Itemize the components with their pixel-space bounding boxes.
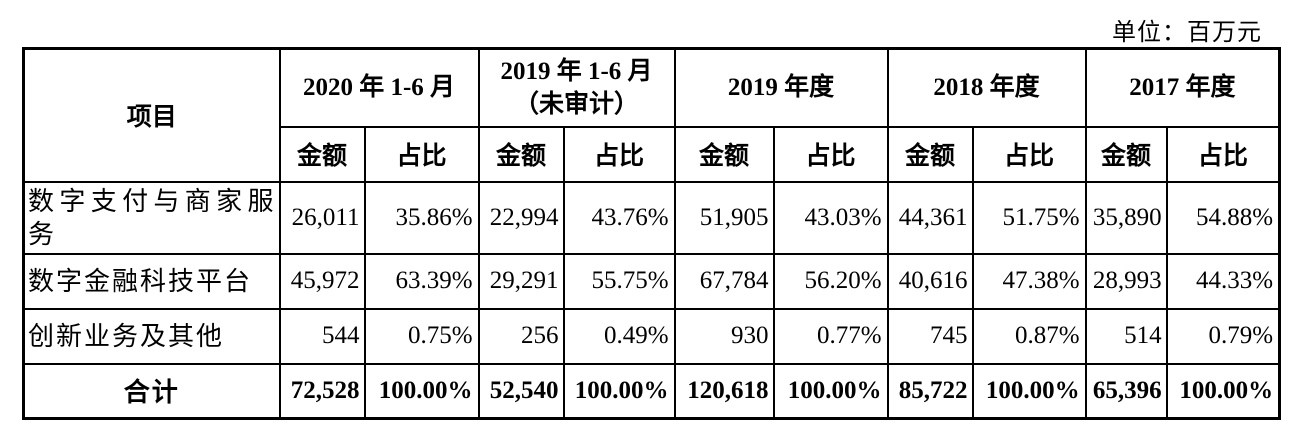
ratio-cell: 56.20% bbox=[772, 252, 889, 310]
total-ratio-cell: 100.00% bbox=[1165, 362, 1281, 420]
row-item-label: 创新业务及其他 bbox=[22, 307, 281, 365]
period-label: 2019 年度 bbox=[727, 74, 835, 102]
subheader-amount-2018: 金额 bbox=[886, 125, 974, 183]
total-amount-cell: 65,396 bbox=[1084, 362, 1168, 420]
subheader-ratio-2018: 占比 bbox=[971, 125, 1087, 183]
subheader-ratio-2019h1: 占比 bbox=[562, 125, 676, 183]
ratio-cell: 0.79% bbox=[1165, 307, 1281, 365]
amount-cell: 35,890 bbox=[1084, 180, 1168, 255]
period-header-2020h1: 2020 年 1-6 月 bbox=[278, 47, 480, 128]
ratio-cell: 44.33% bbox=[1165, 252, 1281, 310]
period-label-note: （未审计） bbox=[514, 90, 640, 118]
amount-cell: 22,994 bbox=[477, 180, 565, 255]
amount-cell: 930 bbox=[673, 307, 775, 365]
row-item-label: 数字支付与商家服务 bbox=[22, 180, 281, 255]
ratio-cell: 0.75% bbox=[363, 307, 480, 365]
ratio-cell: 51.75% bbox=[971, 180, 1087, 255]
period-label: 2020 年 1-6 月 bbox=[302, 74, 456, 102]
period-header-2019: 2019 年度 bbox=[673, 47, 889, 128]
total-ratio-cell: 100.00% bbox=[772, 362, 889, 420]
column-header-item: 项目 bbox=[22, 47, 281, 183]
ratio-cell: 35.86% bbox=[363, 180, 480, 255]
total-ratio-cell: 100.00% bbox=[971, 362, 1087, 420]
ratio-cell: 0.87% bbox=[971, 307, 1087, 365]
header-row-periods: 项目 2020 年 1-6 月 2019 年 1-6 月 （未审计） 2019 … bbox=[22, 47, 1281, 183]
subheader-amount-2019h1: 金额 bbox=[477, 125, 565, 183]
table-row-digital-payment: 数字支付与商家服务 26,011 35.86% 22,994 43.76% 51… bbox=[22, 180, 1281, 255]
total-ratio-cell: 100.00% bbox=[363, 362, 480, 420]
amount-cell: 29,291 bbox=[477, 252, 565, 310]
subheader-amount-2020h1: 金额 bbox=[278, 125, 366, 183]
subheader-amount-2017: 金额 bbox=[1084, 125, 1168, 183]
amount-cell: 40,616 bbox=[886, 252, 974, 310]
table-row-total: 合计 72,528 100.00% 52,540 100.00% 120,618… bbox=[22, 362, 1281, 420]
amount-cell: 544 bbox=[278, 307, 366, 365]
ratio-cell: 47.38% bbox=[971, 252, 1087, 310]
ratio-cell: 43.03% bbox=[772, 180, 889, 255]
ratio-cell: 54.88% bbox=[1165, 180, 1281, 255]
amount-cell: 256 bbox=[477, 307, 565, 365]
ratio-cell: 55.75% bbox=[562, 252, 676, 310]
total-label: 合计 bbox=[22, 362, 281, 420]
ratio-cell: 0.77% bbox=[772, 307, 889, 365]
subheader-ratio-2020h1: 占比 bbox=[363, 125, 480, 183]
amount-cell: 51,905 bbox=[673, 180, 775, 255]
amount-cell: 514 bbox=[1084, 307, 1168, 365]
row-item-label: 数字金融科技平台 bbox=[22, 252, 281, 310]
amount-cell: 45,972 bbox=[278, 252, 366, 310]
total-ratio-cell: 100.00% bbox=[562, 362, 676, 420]
period-header-2019h1: 2019 年 1-6 月 （未审计） bbox=[477, 47, 676, 128]
period-header-2017: 2017 年度 bbox=[1084, 47, 1281, 128]
total-amount-cell: 85,722 bbox=[886, 362, 974, 420]
header-row-subcolumns: 金额 占比 金额 占比 金额 占比 金额 占比 金额 占比 bbox=[24, 125, 1281, 183]
table-row-innovation: 创新业务及其他 544 0.75% 256 0.49% 930 0.77% 74… bbox=[22, 307, 1281, 365]
period-label: 2018 年度 bbox=[933, 74, 1040, 102]
period-label: 2017 年度 bbox=[1129, 74, 1236, 102]
ratio-cell: 0.49% bbox=[562, 307, 676, 365]
total-amount-cell: 52,540 bbox=[477, 362, 565, 420]
amount-cell: 67,784 bbox=[673, 252, 775, 310]
amount-cell: 28,993 bbox=[1084, 252, 1168, 310]
subheader-amount-2019: 金额 bbox=[673, 125, 775, 183]
amount-cell: 745 bbox=[886, 307, 974, 365]
subheader-ratio-2017: 占比 bbox=[1165, 125, 1281, 183]
revenue-table: 项目 2020 年 1-6 月 2019 年 1-6 月 （未审计） 2019 … bbox=[22, 47, 1282, 420]
amount-cell: 44,361 bbox=[886, 180, 974, 255]
ratio-cell: 63.39% bbox=[363, 252, 480, 310]
total-amount-cell: 120,618 bbox=[673, 362, 775, 420]
amount-cell: 26,011 bbox=[278, 180, 366, 255]
subheader-ratio-2019: 占比 bbox=[772, 125, 889, 183]
unit-label: 单位：百万元 bbox=[1112, 20, 1262, 46]
period-header-2018: 2018 年度 bbox=[886, 47, 1087, 128]
table-row-digital-finance: 数字金融科技平台 45,972 63.39% 29,291 55.75% 67,… bbox=[22, 252, 1281, 310]
total-amount-cell: 72,528 bbox=[278, 362, 366, 420]
period-label: 2019 年 1-6 月 bbox=[500, 57, 653, 85]
ratio-cell: 43.76% bbox=[562, 180, 676, 255]
